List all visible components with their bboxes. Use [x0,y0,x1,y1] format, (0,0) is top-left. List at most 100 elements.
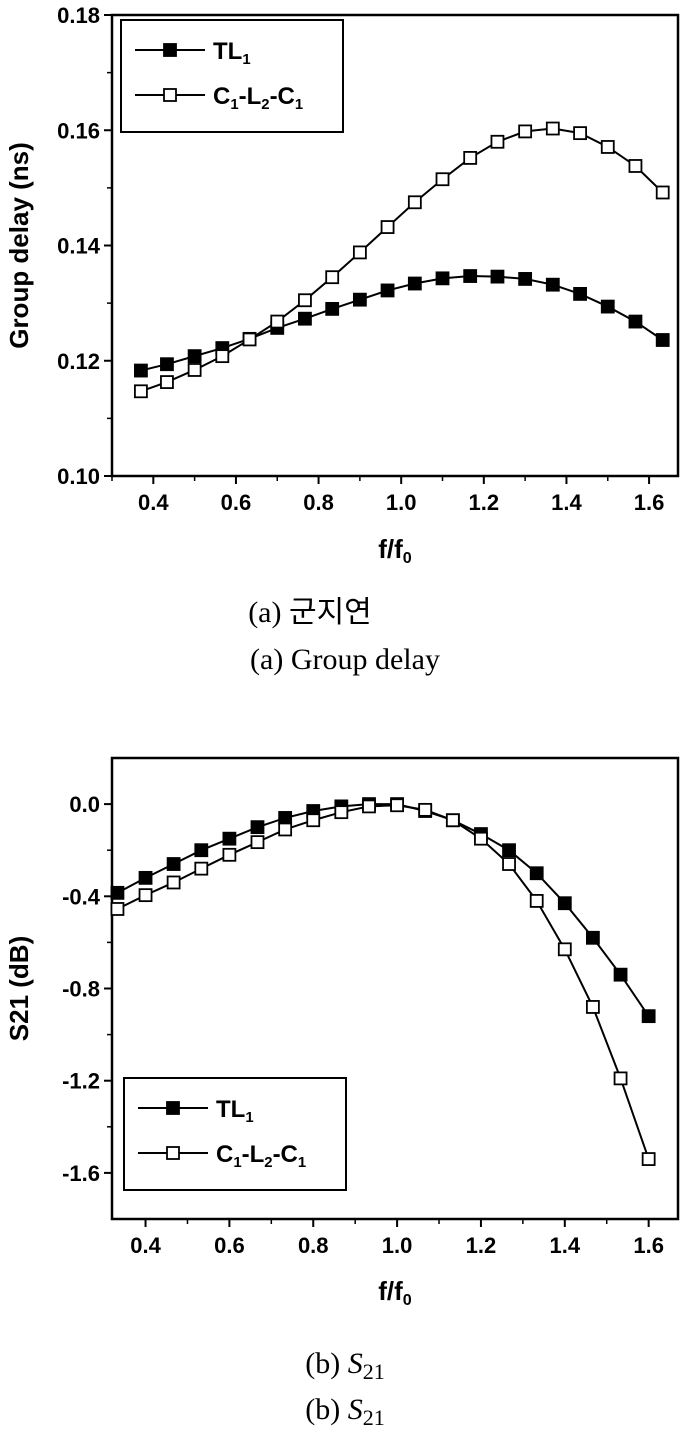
data-point [390,798,404,813]
x-tick-label: 1.4 [550,1233,581,1258]
y-tick-label: 0.12 [57,349,100,374]
data-point [545,121,560,136]
y-axis-label: S21 (dB) [4,936,34,1041]
legend-marker [163,88,177,102]
data-point [641,1009,656,1024]
x-tick-label: 0.4 [138,490,169,515]
series-c1-l2-c1 [110,798,656,1166]
data-point [138,870,153,885]
data-point [490,134,505,149]
x-tick-label: 1.6 [633,1233,664,1258]
data-point [134,363,148,378]
data-point [250,820,265,835]
legend-box [120,19,344,133]
x-tick-label: 1.2 [466,1233,497,1258]
data-point [298,293,312,308]
data-point [613,967,628,982]
data-point [435,271,450,286]
x-axis-label: f/f0 [378,534,412,567]
data-point [628,159,643,173]
data-point [166,857,181,871]
data-point [463,269,478,283]
data-point [518,272,533,286]
series-tl1 [110,797,656,1024]
data-point [502,843,516,858]
data-point [655,185,670,200]
x-tick-label: 1.0 [382,1233,413,1258]
data-point [134,384,148,399]
data-point [352,245,367,260]
data-point [160,357,174,372]
data-point [445,813,460,828]
data-point [166,875,181,890]
data-point [545,277,560,292]
caption-a-english: (a) Group delay [250,643,440,676]
y-tick-label: -1.6 [62,1161,100,1186]
data-point [613,1071,628,1086]
caption-b-line2: (b) S21 [305,1393,384,1430]
y-tick-label: 0.10 [57,464,100,489]
caption-b-line1: (b) S21 [305,1347,384,1384]
data-point [585,930,600,945]
data-point [529,894,544,908]
y-tick-label: 0.16 [57,118,100,143]
x-tick-label: 0.8 [298,1233,329,1258]
data-point [435,172,450,187]
data-point [194,843,209,858]
data-point [502,857,516,871]
data-point [418,802,433,817]
data-point [215,349,230,364]
data-point [407,195,422,210]
data-point [407,276,422,291]
x-tick-label: 1.0 [386,490,417,515]
data-point [160,375,174,389]
data-point [222,847,237,862]
data-point [325,270,340,285]
x-tick-label: 1.2 [469,490,500,515]
data-point [573,287,587,301]
y-tick-label: -0.8 [62,977,100,1002]
data-point [600,140,615,154]
x-tick-label: 0.8 [303,490,334,515]
data-point [557,942,572,957]
data-point [529,866,544,881]
data-point [110,902,125,916]
data-point [242,332,257,347]
x-tick-label: 1.4 [551,490,582,515]
caption-a-korean: (a) 군지연 [248,596,372,629]
y-tick-label: -1.2 [62,1069,100,1094]
data-point [298,311,312,326]
data-point [380,283,395,298]
legend: TL1 C1-L2-C1 [123,1077,347,1191]
s21-chart: 0.4 0.6 0.8 1.0 1.2 1.4 1.6 0.0 -0.4 -0.8 -1.2 -1.6… [4,756,680,1309]
y-tick-label: 0.14 [57,234,101,259]
data-point [325,301,340,316]
data-point [641,1152,656,1166]
series-line [116,803,650,1017]
legend-label: C1-L2-C1 [213,83,303,113]
data-point [463,151,478,165]
series-c1-l2-c1 [134,121,670,399]
data-point [600,299,615,314]
legend-label: TL1 [216,1096,254,1126]
data-point [278,822,293,837]
data-point [628,314,643,329]
data-point [306,813,321,828]
x-axis-label: f/f0 [378,1276,412,1309]
data-point [110,885,125,900]
data-point [270,314,285,329]
data-point [490,269,505,284]
x-tick-label: 0.4 [130,1233,161,1258]
data-point [573,126,587,141]
data-point [222,831,237,846]
legend-marker [166,1101,180,1115]
data-point [518,124,533,139]
legend-label: TL1 [213,38,251,68]
data-point [474,831,488,846]
data-point [362,799,376,814]
y-tick-label: 0.18 [57,3,100,28]
group-delay-chart: 0.4 0.6 0.8 1.0 1.2 1.4 1.6 0.10 0.12 0.14 0.16 0.1… [4,3,680,567]
data-point [278,811,293,825]
data-point [655,333,670,347]
